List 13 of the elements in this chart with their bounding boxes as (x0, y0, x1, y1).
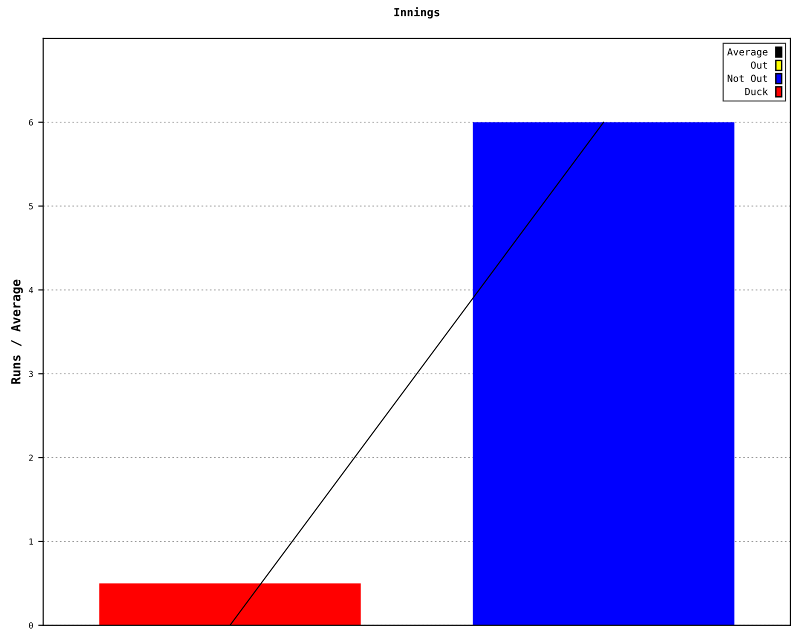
legend-label: Not Out (728, 74, 768, 82)
y-tick-label: 3 (29, 370, 33, 378)
legend-label: Out (751, 61, 768, 69)
y-tick-label: 5 (29, 203, 33, 210)
y-tick-label: 0 (29, 622, 33, 629)
legend-label: Average (727, 48, 768, 58)
y-axis-title: Runs / Average (11, 280, 23, 384)
legend-label: Duck (745, 88, 768, 96)
y-tick-label: 2 (29, 454, 33, 461)
y-tick-label: 4 (28, 287, 34, 294)
y-tick-label: 1 (29, 538, 33, 545)
chart-title: Innings (394, 7, 440, 18)
y-tick-label: 6 (29, 119, 33, 126)
